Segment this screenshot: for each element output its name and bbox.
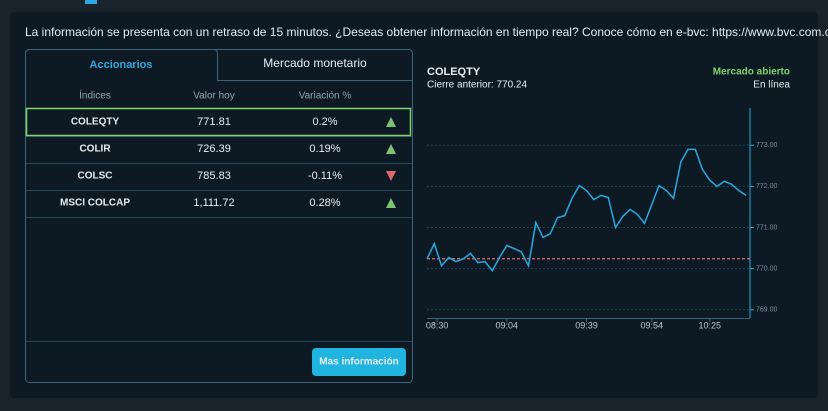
x-tick-label: 10:25 xyxy=(698,320,721,330)
cell[interactable]: COLSC xyxy=(78,171,113,182)
cell[interactable]: 771.81 xyxy=(197,116,231,128)
price-line xyxy=(426,148,747,273)
tab-outline xyxy=(25,49,413,81)
cell[interactable]: 785.83 xyxy=(197,170,231,182)
y-tick-label: 773.00 xyxy=(756,142,778,149)
cell[interactable]: -0.11% xyxy=(308,170,342,182)
market-status: Mercado abierto xyxy=(713,67,790,78)
y-tick-label: 771.00 xyxy=(756,224,778,231)
trend-icon xyxy=(386,198,396,208)
x-tick-label: 08:30 xyxy=(426,320,449,330)
cell[interactable]: COLIR xyxy=(79,144,111,155)
trend-icon xyxy=(386,144,396,154)
button-bg[interactable] xyxy=(312,348,406,376)
cell[interactable]: MSCI COLCAP xyxy=(60,198,130,209)
button[interactable]: Mas información xyxy=(319,357,398,368)
cell[interactable]: 1,111.72 xyxy=(193,197,234,209)
selected-row xyxy=(25,107,412,137)
tab[interactable]: Mercado monetario xyxy=(263,56,367,70)
column-header: Valor hoy xyxy=(193,91,235,102)
table-box xyxy=(25,49,413,383)
cell[interactable]: 0.2% xyxy=(312,116,337,128)
market-detail: En línea xyxy=(753,80,790,91)
chart-title: COLEQTY xyxy=(427,66,481,78)
cell[interactable]: 0.28% xyxy=(309,197,340,209)
cell[interactable]: COLEQTY xyxy=(71,117,120,128)
column-header: Índices xyxy=(79,89,111,102)
x-tick-label: 09:54 xyxy=(640,320,663,330)
trend-icon xyxy=(386,171,396,181)
chart-subtitle: Cierre anterior: 770.24 xyxy=(427,80,527,91)
cell[interactable]: 726.39 xyxy=(197,143,231,155)
y-tick-label: 770.00 xyxy=(756,265,778,272)
trend-icon xyxy=(386,117,396,127)
tab[interactable]: Accionarios xyxy=(90,59,153,71)
column-header: Variación % xyxy=(299,91,352,102)
y-tick-label: 769.00 xyxy=(756,307,778,314)
y-tick-label: 772.00 xyxy=(756,183,778,190)
x-tick-label: 09:39 xyxy=(575,320,598,330)
top-indicator xyxy=(85,0,97,4)
x-tick-label: 09:04 xyxy=(495,320,518,330)
notice: La información se presenta con un retras… xyxy=(25,25,828,39)
cell[interactable]: 0.19% xyxy=(309,143,340,155)
